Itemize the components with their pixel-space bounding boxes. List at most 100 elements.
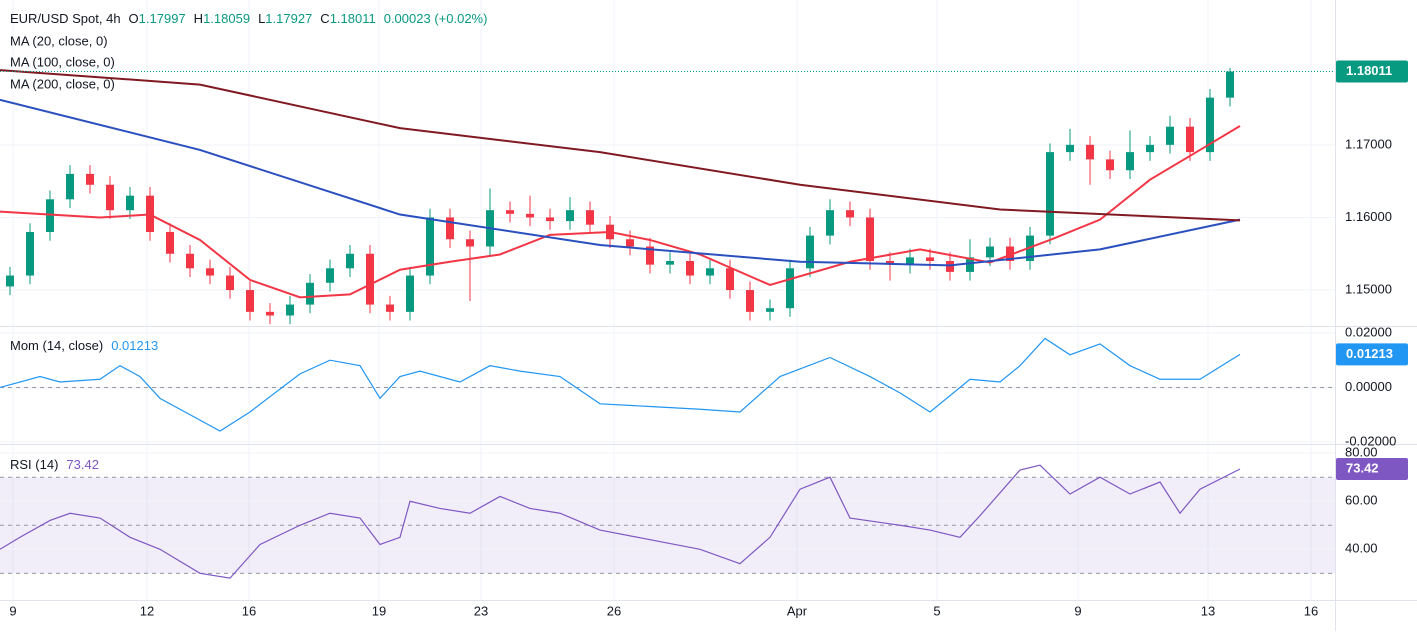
candle-body bbox=[646, 246, 654, 265]
candle-body bbox=[586, 210, 594, 225]
ohlc-value: 1.17927 bbox=[265, 11, 312, 26]
y-tick-label: 40.00 bbox=[1345, 541, 1378, 556]
candle-body bbox=[946, 261, 954, 272]
candle-body bbox=[746, 290, 754, 312]
candle-body bbox=[846, 210, 854, 218]
x-tick-label: 16 bbox=[1304, 603, 1318, 618]
candle-body bbox=[386, 304, 394, 312]
candle-body bbox=[1226, 71, 1234, 98]
candle-body bbox=[786, 268, 794, 309]
grid bbox=[0, 0, 1335, 600]
series-line bbox=[0, 125, 1241, 299]
candle-body bbox=[366, 253, 374, 305]
candle-body bbox=[66, 173, 74, 200]
candle-body bbox=[346, 253, 354, 269]
x-tick-label: Apr bbox=[787, 603, 808, 618]
y-tick-label: 1.17000 bbox=[1345, 136, 1392, 151]
candle-body bbox=[726, 268, 734, 291]
candle-body bbox=[26, 231, 34, 276]
y-tick-label: 0.00000 bbox=[1345, 379, 1392, 394]
legend-value: 0.01213 bbox=[111, 338, 158, 353]
ohlc-label: H bbox=[194, 11, 203, 26]
candle-body bbox=[426, 217, 434, 276]
candle-body bbox=[986, 246, 994, 258]
candle-body bbox=[1106, 159, 1114, 171]
candle-body bbox=[926, 257, 934, 262]
legend-name: RSI (14) bbox=[10, 457, 58, 472]
x-tick-label: 26 bbox=[607, 603, 621, 618]
candle-body bbox=[266, 311, 274, 316]
candle-body bbox=[966, 257, 974, 272]
candle-body bbox=[466, 239, 474, 247]
candle-body bbox=[1206, 97, 1214, 153]
candle-body bbox=[706, 268, 714, 276]
ohlc-value: 1.18059 bbox=[203, 11, 250, 26]
candle-body bbox=[126, 195, 134, 211]
candle-body bbox=[886, 261, 894, 265]
y-tick-label: 0.02000 bbox=[1345, 324, 1392, 339]
candle-body bbox=[1066, 144, 1074, 153]
legend-name: Mom (14, close) bbox=[10, 338, 103, 353]
candle-body bbox=[806, 235, 814, 269]
rsi-pane bbox=[0, 464, 1241, 579]
header: EUR/USD Spot, 4h O1.17997 H1.18059 L1.17927… bbox=[10, 11, 487, 26]
candle-body bbox=[306, 282, 314, 305]
candle-body bbox=[546, 217, 554, 222]
momentum-pane bbox=[0, 337, 1241, 432]
candle-body bbox=[86, 173, 94, 185]
candle-body bbox=[866, 217, 874, 262]
candle-body bbox=[246, 290, 254, 312]
value-tag-label: 0.01213 bbox=[1346, 346, 1393, 361]
x-tick-label: 9 bbox=[1074, 603, 1081, 618]
candle-body bbox=[526, 213, 534, 218]
value-tag bbox=[1336, 343, 1408, 366]
x-tick-label: 13 bbox=[1201, 603, 1215, 618]
candle-body bbox=[826, 210, 834, 236]
ohlc-label: L bbox=[258, 11, 265, 26]
change: 0.00023 (+0.02%) bbox=[384, 11, 488, 26]
candle-body bbox=[326, 268, 334, 283]
x-tick-label: 16 bbox=[242, 603, 256, 618]
candle-body bbox=[6, 275, 14, 287]
ohlc-label: O bbox=[129, 11, 139, 26]
legend-value: 73.42 bbox=[66, 457, 99, 472]
value-tag-label: 73.42 bbox=[1346, 460, 1379, 475]
candle-body bbox=[286, 304, 294, 316]
candle-body bbox=[46, 199, 54, 232]
series-line bbox=[0, 337, 1241, 432]
candle-body bbox=[166, 231, 174, 254]
candle-body bbox=[666, 261, 674, 265]
y-tick-label: 1.15000 bbox=[1345, 281, 1392, 296]
price-tag-label: 1.18011 bbox=[1346, 63, 1392, 78]
legend-entry: MA (20, close, 0) bbox=[10, 33, 108, 48]
ohlc-value: 1.17997 bbox=[139, 11, 186, 26]
series-line bbox=[0, 464, 1241, 579]
candle-body bbox=[766, 308, 774, 312]
y-tick-label: 1.16000 bbox=[1345, 209, 1392, 224]
candle-body bbox=[186, 253, 194, 269]
candle-body bbox=[1046, 152, 1054, 236]
legend-entry: MA (100, close, 0) bbox=[10, 54, 115, 69]
series-line bbox=[0, 69, 1241, 222]
candle-body bbox=[1186, 126, 1194, 153]
candle-body bbox=[686, 261, 694, 276]
candle-body bbox=[406, 275, 414, 312]
symbol: EUR/USD Spot, 4h bbox=[10, 11, 121, 26]
candle-body bbox=[106, 184, 114, 211]
ohlc-value: 1.18011 bbox=[330, 11, 376, 26]
candle-body bbox=[1006, 246, 1014, 262]
candle-body bbox=[506, 210, 514, 214]
y-tick-label: -0.02000 bbox=[1345, 433, 1396, 448]
candle-body bbox=[1126, 152, 1134, 171]
y-tick-label: 80.00 bbox=[1345, 445, 1378, 460]
candle-body bbox=[626, 239, 634, 247]
x-tick-label: 19 bbox=[372, 603, 386, 618]
candle-body bbox=[1086, 144, 1094, 160]
candle-body bbox=[566, 210, 574, 222]
candle-body bbox=[226, 275, 234, 291]
legend-entry: Mom (14, close) 0.01213 bbox=[10, 338, 158, 353]
candle-body bbox=[206, 268, 214, 276]
x-tick-label: 5 bbox=[933, 603, 940, 618]
